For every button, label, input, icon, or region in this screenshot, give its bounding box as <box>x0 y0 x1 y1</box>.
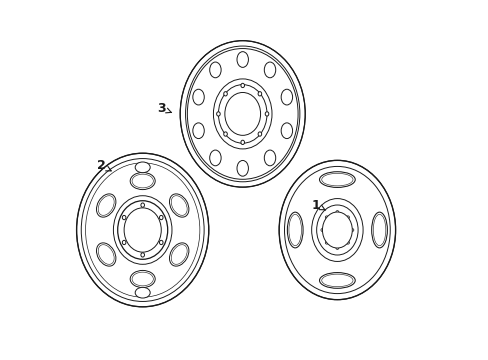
Ellipse shape <box>264 112 268 116</box>
Ellipse shape <box>258 92 261 96</box>
Circle shape <box>320 229 323 231</box>
Ellipse shape <box>135 287 150 298</box>
Ellipse shape <box>169 194 188 217</box>
Text: 1: 1 <box>311 198 325 212</box>
Ellipse shape <box>371 212 386 248</box>
Ellipse shape <box>316 205 357 255</box>
Ellipse shape <box>213 79 271 149</box>
Ellipse shape <box>241 83 244 87</box>
Ellipse shape <box>96 194 116 217</box>
Ellipse shape <box>224 92 227 96</box>
Ellipse shape <box>118 201 167 259</box>
Ellipse shape <box>311 199 363 261</box>
Ellipse shape <box>319 172 354 188</box>
Ellipse shape <box>113 196 172 264</box>
Text: 2: 2 <box>96 159 111 172</box>
Ellipse shape <box>169 243 188 266</box>
Ellipse shape <box>180 41 305 187</box>
Ellipse shape <box>319 273 354 288</box>
Ellipse shape <box>216 112 220 116</box>
Ellipse shape <box>224 93 260 135</box>
Circle shape <box>325 216 327 219</box>
Circle shape <box>335 211 338 213</box>
Circle shape <box>325 241 327 244</box>
Circle shape <box>346 216 349 219</box>
Ellipse shape <box>218 85 266 143</box>
Ellipse shape <box>264 150 275 166</box>
Ellipse shape <box>322 212 351 248</box>
Ellipse shape <box>122 240 125 244</box>
Ellipse shape <box>237 51 248 67</box>
Circle shape <box>335 247 338 249</box>
Ellipse shape <box>258 132 261 136</box>
Ellipse shape <box>130 270 155 288</box>
Ellipse shape <box>209 150 221 166</box>
Ellipse shape <box>209 62 221 78</box>
Ellipse shape <box>141 203 144 207</box>
Ellipse shape <box>130 172 155 190</box>
Ellipse shape <box>122 215 125 220</box>
Ellipse shape <box>159 240 163 244</box>
Ellipse shape <box>281 123 292 139</box>
Ellipse shape <box>237 161 248 176</box>
Ellipse shape <box>241 140 244 144</box>
Circle shape <box>350 229 353 231</box>
Ellipse shape <box>264 62 275 78</box>
Circle shape <box>346 241 349 244</box>
Ellipse shape <box>96 243 116 266</box>
Ellipse shape <box>141 253 144 257</box>
Ellipse shape <box>159 215 163 220</box>
Ellipse shape <box>192 89 204 105</box>
Ellipse shape <box>135 162 150 173</box>
Ellipse shape <box>287 212 303 248</box>
Ellipse shape <box>224 132 227 136</box>
Text: 3: 3 <box>157 102 171 115</box>
Ellipse shape <box>279 160 395 300</box>
Ellipse shape <box>77 153 208 307</box>
Ellipse shape <box>281 89 292 105</box>
Ellipse shape <box>192 123 204 139</box>
Ellipse shape <box>124 208 161 252</box>
